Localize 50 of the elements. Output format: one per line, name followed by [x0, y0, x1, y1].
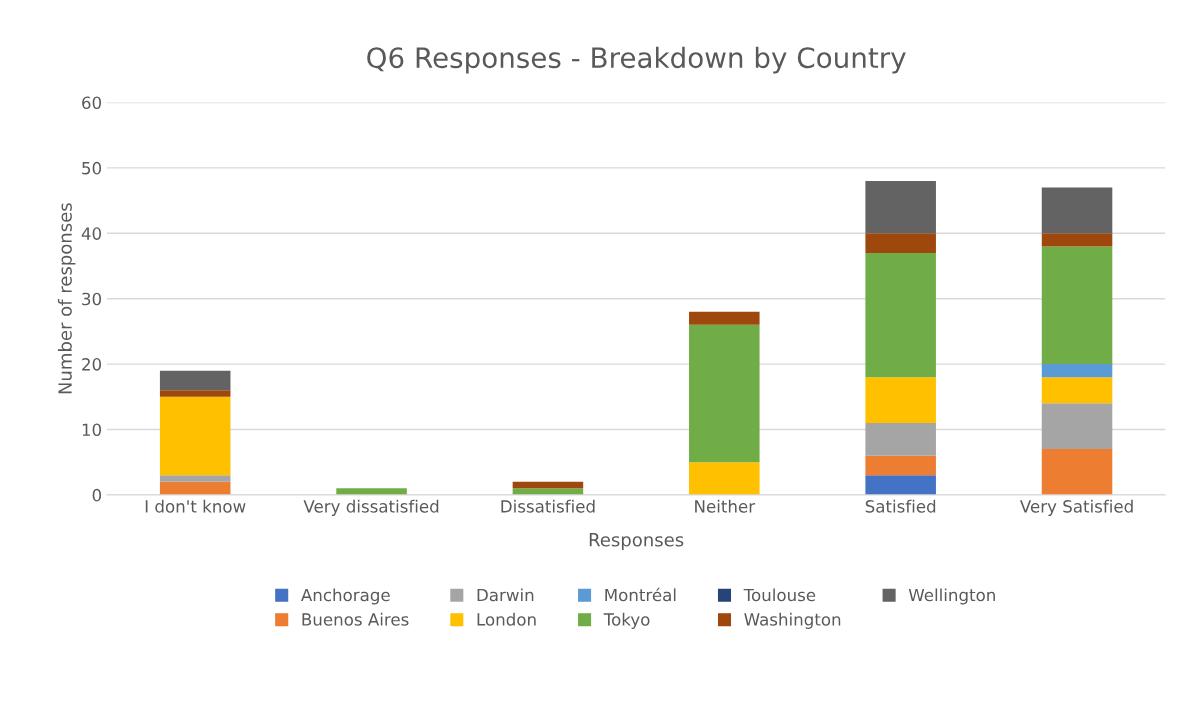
x-tick-label: I don't know: [145, 499, 246, 513]
bar: [1041, 187, 1113, 234]
x-tick-label: Dissatisfied: [501, 499, 595, 513]
bar: [1041, 246, 1113, 365]
legend-label: Tokyo: [603, 612, 650, 629]
bar: [159, 390, 231, 397]
legend-label: Buenos Aires: [302, 612, 409, 626]
y-tick-label: 50: [82, 161, 102, 175]
legend-label: Washington: [744, 612, 841, 629]
x-axis-title: Responses: [589, 533, 684, 551]
bar: [865, 455, 936, 476]
x-tick-label: Very dissatisfied: [303, 499, 439, 516]
bar: [1041, 364, 1113, 378]
bar: [865, 377, 936, 423]
bar: [1041, 233, 1113, 247]
x-tick-label: Neither: [695, 499, 756, 513]
y-tick-label: 60: [82, 96, 102, 110]
y-tick-label: 10: [82, 423, 102, 437]
y-tick-label: 20: [82, 358, 102, 371]
legend-label: Wellington: [908, 588, 995, 605]
bar: [512, 488, 584, 495]
bar: [1041, 377, 1113, 404]
legend-label: Toulouse: [743, 588, 816, 602]
y-tick-label: 0: [92, 488, 102, 502]
bar: [159, 370, 231, 391]
y-tick-label: 40: [81, 227, 102, 240]
bar: [1041, 449, 1113, 495]
bar: [159, 475, 231, 482]
bar: [159, 481, 231, 495]
legend-label: Darwin: [477, 588, 534, 602]
bar: [689, 324, 760, 463]
x-tick-label: Satisfied: [865, 499, 936, 513]
bar: [689, 311, 760, 325]
x-tick-label: Very Satisfied: [1019, 499, 1133, 516]
bar: [159, 396, 231, 476]
bar: [1041, 403, 1113, 450]
legend-label: London: [477, 612, 536, 626]
bar: [865, 233, 936, 253]
bar: [865, 252, 936, 378]
chart-title: Q6 Responses - Breakdown by Country: [367, 46, 906, 74]
bar: [512, 481, 584, 489]
legend-label: Montréal: [605, 587, 676, 602]
bar: [865, 475, 936, 495]
bar: [865, 180, 936, 234]
bar: [336, 488, 407, 495]
legend-label: Anchorage: [301, 588, 390, 605]
y-axis-title: Number of responses: [57, 203, 76, 394]
y-tick-label: 30: [82, 292, 102, 306]
bar: [689, 462, 760, 495]
bar: [865, 422, 936, 456]
